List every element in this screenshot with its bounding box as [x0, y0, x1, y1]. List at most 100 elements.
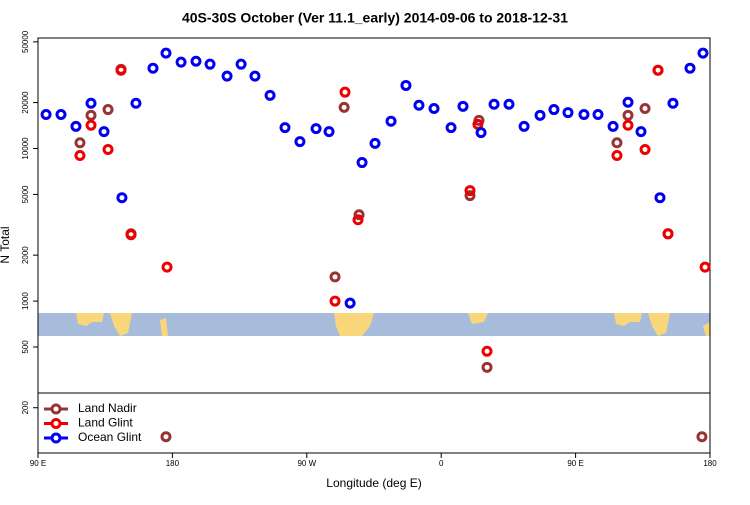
chart-title: 40S-30S October (Ver 11.1_early) 2014-09… — [182, 10, 568, 26]
legend-marker — [50, 432, 62, 444]
x-axis-label: Longitude (deg E) — [326, 476, 421, 490]
point — [329, 271, 341, 283]
x-tick-label: 90 E — [567, 459, 583, 468]
point — [607, 120, 619, 132]
point — [98, 126, 110, 138]
point — [221, 70, 233, 82]
point — [40, 109, 52, 121]
point — [654, 192, 666, 204]
point — [102, 144, 114, 156]
point — [294, 136, 306, 148]
legend-label: Land Glint — [78, 416, 133, 430]
point — [413, 99, 425, 111]
point — [464, 185, 476, 197]
point — [353, 209, 365, 221]
point — [147, 62, 159, 74]
point — [85, 119, 97, 131]
point — [696, 431, 708, 443]
point — [562, 107, 574, 119]
point — [85, 97, 97, 109]
point — [385, 115, 397, 127]
y-tick-label: 1000 — [21, 292, 30, 310]
point — [622, 109, 634, 121]
legend-label: Land Nadir — [78, 401, 137, 415]
point — [160, 431, 172, 443]
point — [428, 102, 440, 114]
point — [457, 100, 469, 112]
point — [190, 55, 202, 67]
y-tick-label: 500 — [21, 340, 30, 354]
point — [55, 109, 67, 121]
point — [115, 64, 127, 76]
legend-marker — [50, 403, 62, 415]
point — [161, 261, 173, 273]
point — [697, 47, 709, 59]
point — [464, 190, 476, 202]
y-tick-label: 2000 — [21, 246, 30, 264]
point — [74, 137, 86, 149]
point — [102, 104, 114, 116]
point — [578, 109, 590, 121]
x-tick-label: 0 — [439, 459, 444, 468]
plot-frame — [37, 37, 711, 454]
y-tick-label: 50000 — [21, 30, 30, 53]
point — [352, 214, 364, 226]
point — [534, 109, 546, 121]
point — [116, 192, 128, 204]
point — [279, 122, 291, 134]
point — [445, 122, 457, 134]
point — [160, 47, 172, 59]
point — [338, 101, 350, 113]
point — [400, 79, 412, 91]
x-tick-label: 180 — [703, 459, 717, 468]
point — [652, 64, 664, 76]
point — [85, 109, 97, 121]
point — [667, 97, 679, 109]
point — [611, 149, 623, 161]
point — [204, 58, 216, 70]
point — [125, 229, 137, 241]
y-tick-label: 20000 — [21, 91, 30, 114]
point — [264, 89, 276, 101]
point — [699, 261, 711, 273]
point — [662, 228, 674, 240]
point — [475, 127, 487, 139]
point — [622, 119, 634, 131]
point — [639, 102, 651, 114]
map-strip — [38, 313, 710, 336]
y-tick-label: 10000 — [21, 137, 30, 160]
point — [70, 120, 82, 132]
point — [639, 144, 651, 156]
point — [329, 295, 341, 307]
x-tick-label: 90 W — [297, 459, 316, 468]
point — [356, 157, 368, 169]
point — [323, 126, 335, 138]
y-axis-label: N Total — [0, 226, 12, 263]
point — [344, 297, 356, 309]
y-tick-label: 5000 — [21, 185, 30, 203]
y-tick-label: 200 — [21, 401, 30, 415]
point — [249, 70, 261, 82]
point — [611, 137, 623, 149]
point — [175, 56, 187, 68]
point — [130, 97, 142, 109]
point — [310, 123, 322, 135]
point — [635, 126, 647, 138]
point — [592, 109, 604, 121]
point — [339, 86, 351, 98]
legend-marker — [50, 418, 62, 429]
point — [622, 96, 634, 108]
point — [369, 137, 381, 149]
point — [518, 120, 530, 132]
point — [74, 149, 86, 161]
x-tick-label: 90 E — [30, 459, 46, 468]
point — [503, 98, 515, 110]
point — [481, 361, 493, 373]
point — [235, 58, 247, 70]
point — [481, 345, 493, 357]
point — [548, 104, 560, 116]
point — [488, 98, 500, 110]
point — [684, 62, 696, 74]
x-tick-label: 180 — [166, 459, 180, 468]
